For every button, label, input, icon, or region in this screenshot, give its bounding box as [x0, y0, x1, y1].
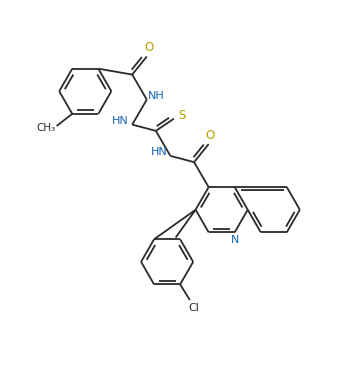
Text: O: O	[206, 129, 215, 142]
Text: S: S	[178, 109, 185, 122]
Text: NH: NH	[148, 91, 165, 101]
Text: HN: HN	[112, 116, 129, 126]
Text: Cl: Cl	[189, 303, 199, 313]
Text: HN: HN	[151, 147, 167, 158]
Text: N: N	[231, 235, 239, 245]
Text: CH₃: CH₃	[37, 123, 56, 133]
Text: O: O	[144, 41, 153, 54]
